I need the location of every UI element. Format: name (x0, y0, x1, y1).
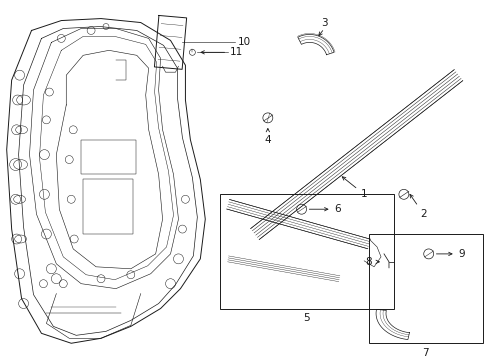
Text: 5: 5 (303, 314, 310, 323)
Text: 10: 10 (238, 37, 251, 48)
Text: 8: 8 (366, 257, 379, 267)
Bar (220, 194, 394, 309)
Bar (81, 140, 136, 175)
Text: 4: 4 (265, 135, 271, 145)
Bar (369, 234, 483, 343)
Bar (83, 179, 133, 234)
Text: 3: 3 (321, 18, 328, 27)
Text: 9: 9 (437, 249, 465, 259)
Text: 7: 7 (422, 348, 429, 358)
Text: 11: 11 (201, 47, 244, 57)
Text: 2: 2 (410, 194, 427, 219)
Text: 1: 1 (342, 177, 368, 199)
Text: 6: 6 (309, 204, 341, 214)
